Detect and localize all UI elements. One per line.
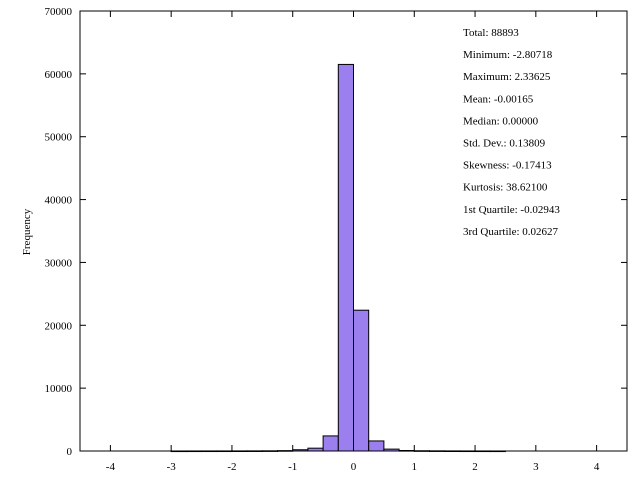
stat-line: Total: 88893 [463,27,519,39]
stat-line: Skewness: -0.17413 [463,160,552,172]
y-tick-label: 10000 [45,383,73,395]
y-tick-label: 0 [67,446,73,458]
y-axis-label: Frequency [21,208,33,255]
x-axis-ticks: -4 -3 -2 -1 0 1 2 3 4 [106,11,600,473]
stat-line: Minimum: -2.80718 [463,49,553,61]
histogram-bar [368,440,385,452]
x-tick-label: 2 [472,461,478,473]
histogram-bar [322,435,339,452]
stat-line: Mean: -0.00165 [463,93,534,105]
stat-line: Median: 0.00000 [463,115,539,127]
stat-line: Maximum: 2.33625 [463,71,551,83]
x-tick-label: -2 [227,461,236,473]
y-tick-label: 30000 [45,257,73,269]
x-tick-label: 3 [533,461,539,473]
y-tick-label: 60000 [45,69,73,81]
histogram-bar [353,309,370,452]
stat-line: Std. Dev.: 0.13809 [463,138,546,150]
x-tick-label: -1 [288,461,297,473]
y-tick-label: 20000 [45,320,73,332]
histogram-bars [170,63,506,453]
y-tick-label: 50000 [45,132,73,144]
y-tick-label: 70000 [45,6,73,18]
x-tick-label: 0 [351,461,357,473]
x-tick-label: -4 [106,461,116,473]
stat-line: 3rd Quartile: 0.02627 [463,226,559,238]
histogram-bar [337,63,354,452]
y-axis-ticks: 0 10000 20000 30000 40000 50000 60000 70000 [45,6,627,458]
y-tick-label: 40000 [45,195,73,207]
x-tick-label: 4 [594,461,600,473]
stat-line: Kurtosis: 38.62100 [463,182,548,194]
x-tick-label: 1 [412,461,418,473]
x-tick-label: -3 [167,461,177,473]
stat-line: 1st Quartile: -0.02943 [463,204,560,216]
statistics-panel: Total: 88893 Minimum: -2.80718 Maximum: 2.… [463,27,560,238]
